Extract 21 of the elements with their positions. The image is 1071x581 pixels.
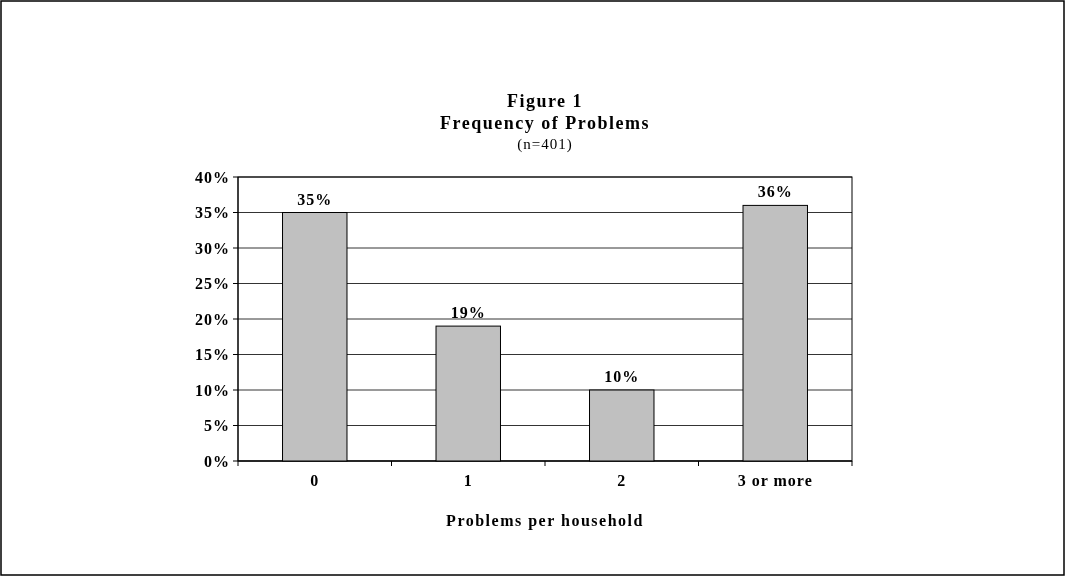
- y-tick-label: 25%: [195, 275, 230, 293]
- y-tick-label: 30%: [195, 239, 230, 257]
- data-label: 36%: [757, 183, 793, 201]
- x-tick-label: 1: [463, 472, 473, 489]
- x-axis-title: Problems per household: [446, 512, 644, 530]
- chart-subtitle: Frequency of Problems: [440, 113, 650, 133]
- x-tick-label: 3 or more: [737, 472, 813, 489]
- x-tick-label: 0: [310, 472, 320, 489]
- x-tick-label: 2: [617, 472, 627, 489]
- y-tick-label: 0%: [204, 452, 230, 470]
- chart-title: Figure 1: [506, 91, 584, 111]
- data-label: 10%: [604, 368, 640, 385]
- y-tick-label: 5%: [204, 417, 230, 435]
- data-label: 35%: [297, 190, 333, 208]
- y-tick-label: 40%: [195, 168, 230, 186]
- y-tick-label: 35%: [195, 204, 230, 222]
- y-tick-label: 15%: [195, 346, 230, 364]
- y-tick-label: 10%: [195, 381, 230, 399]
- text: (n=401): [517, 136, 573, 153]
- data-label: 19%: [450, 304, 486, 322]
- y-tick-label: 20%: [195, 310, 230, 328]
